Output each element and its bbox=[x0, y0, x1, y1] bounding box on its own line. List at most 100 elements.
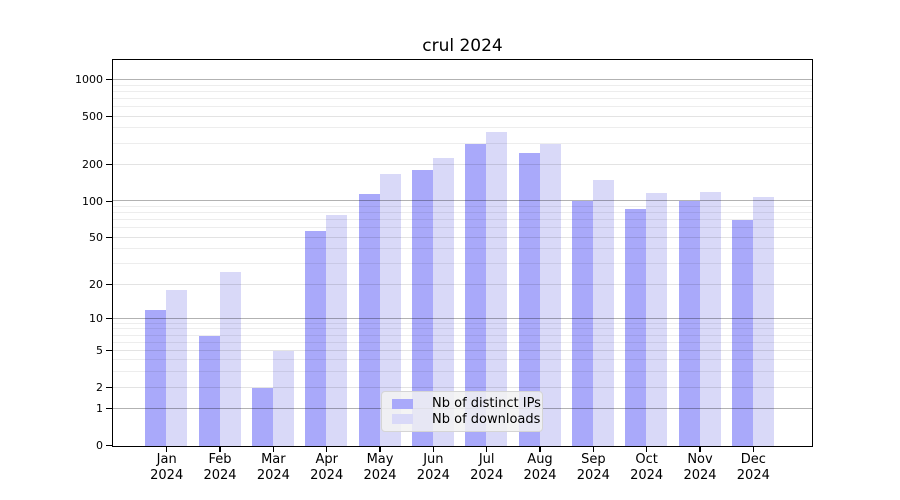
gridline bbox=[113, 200, 812, 202]
gridline bbox=[113, 359, 812, 361]
y-tick bbox=[105, 408, 113, 410]
bar-distinct-ips bbox=[731, 220, 753, 446]
y-tick bbox=[105, 164, 113, 166]
x-tick bbox=[272, 446, 274, 452]
x-tick-year: 2024 bbox=[683, 467, 717, 483]
bar-distinct-ips bbox=[305, 231, 327, 446]
x-tick-label: Jan 2024 bbox=[136, 452, 198, 483]
bar-distinct-ips bbox=[358, 193, 380, 446]
x-tick-year: 2024 bbox=[256, 467, 290, 483]
x-tick-year: 2024 bbox=[576, 467, 610, 483]
bar-distinct-ips bbox=[251, 387, 273, 446]
gridline bbox=[113, 227, 812, 229]
x-tick-month: Aug bbox=[527, 452, 553, 467]
x-tick-month: Jun bbox=[423, 452, 444, 467]
legend-swatch-downloads bbox=[392, 413, 413, 425]
gridline bbox=[113, 328, 812, 330]
bar-distinct-ips bbox=[518, 152, 540, 446]
bar-distinct-ips bbox=[465, 143, 487, 446]
y-tick-label: 500 bbox=[82, 109, 103, 123]
y-tick-label: 5 bbox=[96, 344, 103, 358]
x-tick-label: Jun 2024 bbox=[402, 452, 464, 483]
x-tick-label: Feb 2024 bbox=[189, 452, 251, 483]
bar-downloads bbox=[326, 215, 348, 446]
x-tick-year: 2024 bbox=[523, 467, 557, 483]
legend-item-downloads: Nb of downloads bbox=[388, 412, 540, 427]
x-tick-label: Dec 2024 bbox=[722, 452, 784, 483]
gridline bbox=[113, 322, 812, 324]
y-tick bbox=[105, 79, 113, 81]
y-tick-label: 0 bbox=[96, 439, 103, 453]
x-tick-year: 2024 bbox=[363, 467, 397, 483]
y-tick bbox=[105, 350, 113, 352]
x-tick bbox=[699, 446, 701, 452]
x-tick-month: Mar bbox=[261, 452, 286, 467]
gridline bbox=[113, 283, 812, 285]
y-tick bbox=[105, 115, 113, 118]
x-tick-year: 2024 bbox=[736, 467, 770, 483]
x-tick-label: Sep 2024 bbox=[562, 452, 624, 483]
gridline bbox=[113, 142, 812, 144]
x-tick-label: Mar 2024 bbox=[242, 452, 304, 483]
x-tick-label: Apr 2024 bbox=[296, 452, 358, 483]
x-tick bbox=[219, 446, 221, 452]
legend-swatch-distinct-ips bbox=[392, 398, 413, 410]
x-tick-year: 2024 bbox=[310, 467, 344, 483]
y-tick bbox=[105, 283, 113, 285]
bars-layer bbox=[113, 60, 812, 446]
gridline bbox=[113, 205, 812, 207]
bar-distinct-ips bbox=[571, 200, 593, 446]
x-tick-month: May bbox=[366, 452, 394, 467]
gridline bbox=[113, 163, 812, 165]
x-tick bbox=[592, 446, 594, 452]
bar-downloads bbox=[166, 290, 188, 446]
bar-downloads bbox=[539, 143, 561, 446]
x-tick bbox=[166, 446, 168, 452]
gridline bbox=[113, 236, 812, 238]
bar-distinct-ips bbox=[145, 310, 167, 446]
y-tick-label: 50 bbox=[89, 230, 103, 244]
gridline bbox=[113, 248, 812, 250]
plot-area: Nb of distinct IPs Nb of downloads bbox=[112, 59, 813, 447]
x-tick-month: Dec bbox=[740, 452, 766, 467]
x-tick-label: Nov 2024 bbox=[669, 452, 731, 483]
x-tick-year: 2024 bbox=[416, 467, 450, 483]
x-tick-label: Jul 2024 bbox=[456, 452, 518, 483]
y-tick-label: 10 bbox=[89, 312, 103, 326]
x-tick bbox=[486, 446, 488, 452]
gridline bbox=[113, 317, 812, 319]
x-tick-label: Oct 2024 bbox=[616, 452, 678, 483]
bar-downloads bbox=[699, 192, 721, 446]
gridline bbox=[113, 349, 812, 351]
bar-downloads bbox=[432, 157, 454, 446]
bar-distinct-ips bbox=[678, 201, 700, 446]
gridline bbox=[113, 341, 812, 343]
bar-distinct-ips bbox=[411, 169, 433, 446]
bar-downloads bbox=[752, 197, 774, 446]
y-tick-label: 20 bbox=[89, 277, 103, 291]
gridline bbox=[113, 90, 812, 92]
legend-label: Nb of distinct IPs bbox=[432, 396, 541, 412]
y-tick bbox=[105, 200, 113, 202]
x-tick-year: 2024 bbox=[203, 467, 237, 483]
y-tick bbox=[105, 386, 113, 389]
y-tick bbox=[105, 318, 113, 320]
bar-downloads bbox=[379, 174, 401, 446]
y-tick-label: 200 bbox=[82, 158, 103, 172]
x-tick-label: Aug 2024 bbox=[509, 452, 571, 483]
bar-downloads bbox=[486, 131, 508, 446]
bar-downloads bbox=[592, 180, 614, 446]
legend-label: Nb of downloads bbox=[432, 411, 541, 427]
gridline bbox=[113, 78, 812, 80]
bar-distinct-ips bbox=[198, 335, 220, 446]
x-tick bbox=[539, 446, 541, 452]
x-tick bbox=[646, 446, 648, 452]
x-tick bbox=[326, 446, 328, 452]
gridline bbox=[113, 371, 812, 373]
bar-downloads bbox=[272, 351, 294, 446]
x-tick-label: May 2024 bbox=[349, 452, 411, 483]
x-tick-year: 2024 bbox=[470, 467, 504, 483]
x-tick-month: Jul bbox=[478, 452, 495, 467]
x-tick-month: Nov bbox=[687, 452, 713, 467]
